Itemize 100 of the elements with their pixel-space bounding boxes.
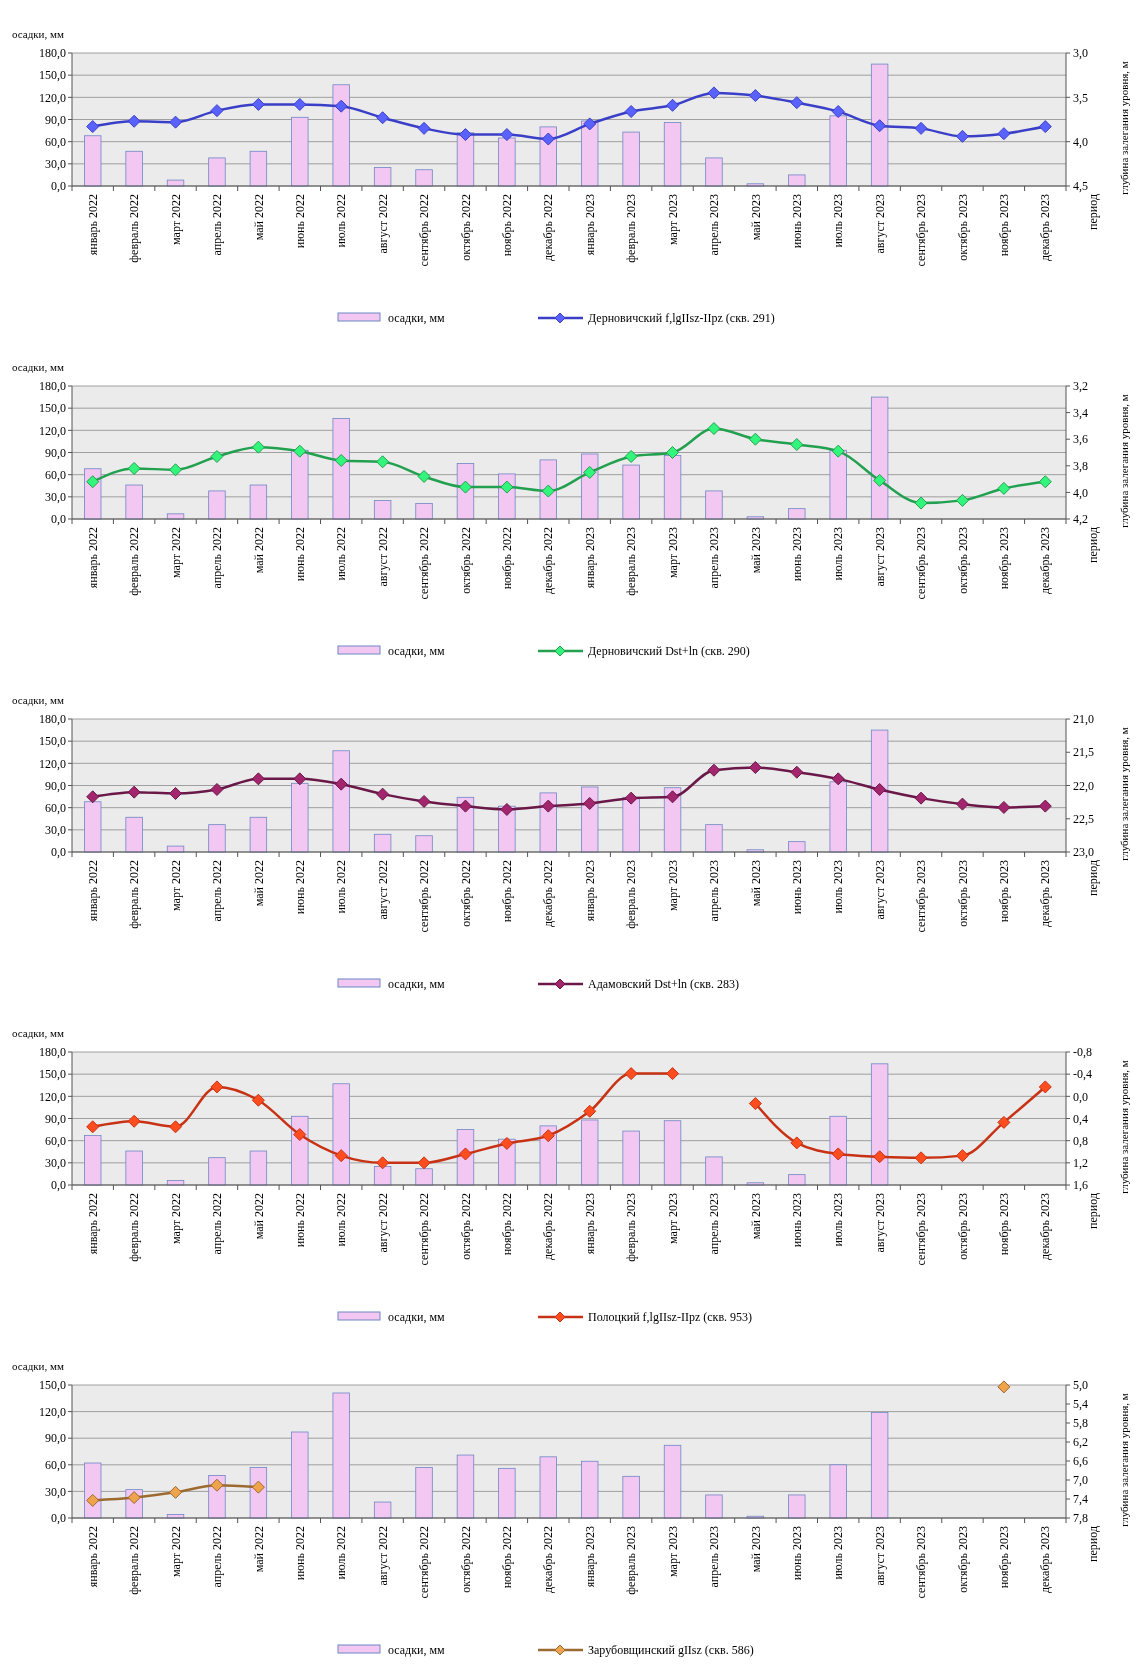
x-tick-label: февраль 2022	[127, 194, 142, 263]
x-tick-label: сентябрь 2022	[417, 194, 432, 267]
x-tick-label: октябрь 2022	[458, 1526, 473, 1593]
x-tick-label: май 2023	[748, 860, 763, 907]
x-tick-label: февраль 2023	[624, 1193, 639, 1262]
y2-tick-label: 3,5	[1073, 90, 1088, 105]
y2-tick-label: 3,0	[1073, 46, 1088, 61]
x-tick-label: декабрь 2022	[541, 527, 556, 594]
y2-tick-label: 4,2	[1073, 512, 1088, 527]
x-tick-label: февраль 2023	[624, 860, 639, 929]
y-tick-label: 150,0	[39, 68, 66, 83]
text: период	[1086, 527, 1101, 563]
x-tick-label: январь 2022	[85, 194, 100, 256]
y2-axis-title: глубина залегания уровня, м	[1118, 394, 1130, 528]
x-tick-label: июнь 2022	[292, 194, 307, 249]
y-tick-label: 0,0	[51, 1511, 66, 1526]
y2-tick-label: 21,0	[1073, 712, 1094, 727]
x-tick-label: июнь 2023	[789, 860, 804, 915]
x-tick-label: сентябрь 2022	[417, 1193, 432, 1266]
x-tick-label: октябрь 2022	[458, 860, 473, 927]
text: период	[1086, 1526, 1101, 1562]
y-tick-label: 0,0	[51, 179, 66, 194]
y-tick-label: 90,0	[45, 1431, 66, 1446]
y-tick-label: 120,0	[39, 90, 66, 105]
x-tick-label: ноябрь 2022	[500, 527, 515, 590]
y-tick-label: 120,0	[39, 1404, 66, 1419]
x-tick-label: декабрь 2022	[541, 194, 556, 261]
y2-tick-label: 3,8	[1073, 459, 1088, 473]
y2-tick-label: 5,4	[1073, 1397, 1088, 1412]
x-tick-label: август 2022	[375, 1526, 390, 1586]
x-tick-label: сентябрь 2023	[914, 1193, 929, 1266]
y2-tick-label: 0,8	[1073, 1133, 1088, 1148]
y2-tick-label: 3,6	[1073, 432, 1088, 447]
x-tick-label: сентябрь 2022	[417, 527, 432, 600]
x-tick-label: октябрь 2022	[458, 527, 473, 594]
x-tick-label: июль 2022	[334, 1193, 349, 1247]
y2-tick-label: 7,4	[1073, 1492, 1088, 1507]
x-tick-label: ноябрь 2023	[997, 1526, 1012, 1589]
y-tick-label: 120,0	[39, 423, 66, 438]
x-tick-label: декабрь 2022	[541, 1193, 556, 1260]
y-tick-label: 0,0	[51, 1178, 66, 1193]
y2-tick-label: 22,0	[1073, 778, 1094, 793]
x-tick-label: февраль 2022	[127, 1526, 142, 1595]
y-tick-label: 150,0	[39, 1378, 66, 1393]
x-tick-label: декабрь 2022	[541, 1526, 556, 1593]
x-tick-label: июль 2022	[334, 194, 349, 248]
y-tick-label: 120,0	[39, 756, 66, 771]
x-tick-label: июль 2022	[334, 860, 349, 914]
x-tick-label: октябрь 2023	[955, 1526, 970, 1593]
x-tick-label: сентябрь 2023	[914, 860, 929, 933]
x-tick-label: февраль 2023	[624, 194, 639, 263]
x-tick-label: январь 2023	[582, 1193, 597, 1255]
y-tick-label: 0,0	[51, 845, 66, 860]
y-tick-label: 30,0	[45, 490, 66, 505]
x-tick-label: август 2023	[872, 194, 887, 254]
y2-tick-label: 0,4	[1073, 1111, 1088, 1126]
x-tick-label: ноябрь 2022	[500, 1526, 515, 1589]
x-tick-label: июнь 2022	[292, 527, 307, 582]
x-tick-label: февраль 2023	[624, 1526, 639, 1595]
x-tick-label: март 2023	[665, 860, 680, 911]
x-tick-label: май 2022	[251, 860, 266, 907]
x-tick-label: сентябрь 2022	[417, 1526, 432, 1599]
x-tick-label: октябрь 2023	[955, 860, 970, 927]
x-tick-label: январь 2023	[582, 527, 597, 589]
x-tick-label: март 2023	[665, 1193, 680, 1244]
y2-tick-label: 1,6	[1073, 1178, 1088, 1193]
text: период	[1086, 194, 1101, 230]
x-tick-label: апрель 2022	[210, 1526, 225, 1588]
y2-tick-label: -0,4	[1073, 1067, 1092, 1082]
legend-label: осадки, мм	[388, 1310, 446, 1325]
x-tick-label: апрель 2023	[707, 194, 722, 256]
x-tick-label: июль 2022	[334, 527, 349, 581]
x-tick-label: апрель 2022	[210, 194, 225, 256]
x-tick-label: ноябрь 2022	[500, 194, 515, 257]
text: период	[1086, 860, 1101, 896]
y2-tick-label: 5,8	[1073, 1416, 1088, 1431]
legend-label: Дерновичский f,lgIIsz-IIpz (скв. 291)	[588, 311, 775, 326]
y2-tick-label: 4,5	[1073, 179, 1088, 194]
x-tick-label: июнь 2023	[789, 527, 804, 582]
y2-tick-label: 7,0	[1073, 1473, 1088, 1488]
legend-label: Полоцкий f,lgIIsz-IIpz (скв. 953)	[588, 1310, 753, 1325]
x-tick-label: июнь 2023	[789, 1526, 804, 1581]
x-tick-label: июль 2023	[831, 860, 846, 914]
x-tick-label: февраль 2023	[624, 527, 639, 596]
x-tick-label: июнь 2022	[292, 1526, 307, 1581]
y2-tick-label: 6,2	[1073, 1435, 1088, 1450]
x-tick-label: ноябрь 2022	[500, 860, 515, 923]
x-tick-label: октябрь 2022	[458, 1193, 473, 1260]
y-tick-label: 60,0	[45, 134, 66, 149]
legend-label: Зарубовщинский gIIsz (скв. 586)	[588, 1643, 754, 1658]
x-tick-label: август 2023	[872, 860, 887, 920]
x-tick-label: январь 2022	[85, 527, 100, 589]
y2-tick-label: 6,6	[1073, 1454, 1088, 1469]
x-tick-label: декабрь 2023	[1038, 860, 1053, 927]
x-tick-label: август 2023	[872, 527, 887, 587]
x-tick-label: июнь 2023	[789, 194, 804, 249]
y2-tick-label: 22,5	[1073, 811, 1094, 826]
x-tick-label: март 2022	[168, 527, 183, 578]
x-tick-label: декабрь 2023	[1038, 194, 1053, 261]
x-tick-label: май 2023	[748, 194, 763, 241]
